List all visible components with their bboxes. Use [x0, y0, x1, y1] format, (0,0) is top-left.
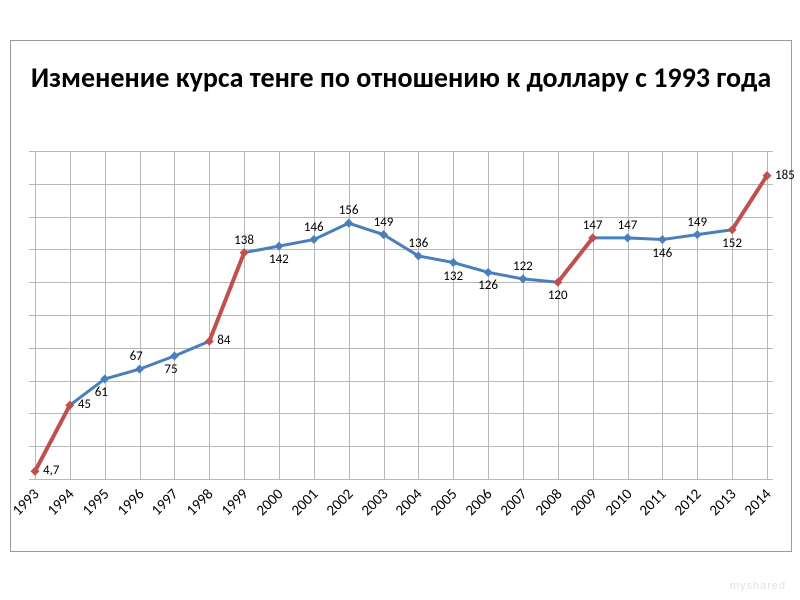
x-axis-tick-label: 2008 — [532, 485, 566, 519]
x-axis-tick-label: 2014 — [741, 485, 775, 519]
x-axis-tick-label: 2013 — [706, 485, 740, 519]
x-axis-tick-label: 2009 — [567, 485, 601, 519]
x-axis-tick-label: 2007 — [497, 485, 531, 519]
x-axis-labels: 1993199419951996199719981999200020012002… — [29, 479, 773, 551]
x-axis-tick-label: 1999 — [218, 485, 252, 519]
data-label: 136 — [408, 236, 428, 251]
data-label: 84 — [217, 333, 230, 348]
x-axis-tick-label: 2012 — [671, 485, 705, 519]
chart-frame: Изменение курса тенге по отношению к дол… — [10, 40, 792, 552]
data-label: 146 — [304, 220, 324, 235]
x-axis-tick-label: 1995 — [79, 485, 113, 519]
x-axis-tick-label: 2001 — [288, 485, 322, 519]
x-axis-tick-label: 1994 — [44, 485, 78, 519]
data-label: 67 — [130, 349, 143, 364]
data-label: 126 — [478, 278, 498, 293]
x-axis-tick-label: 2011 — [636, 485, 670, 519]
x-axis-tick-label: 2002 — [323, 485, 357, 519]
data-label: 75 — [164, 362, 177, 377]
watermark: myshared — [716, 572, 800, 600]
data-label: 4,7 — [43, 463, 59, 478]
x-axis-tick-label: 2005 — [427, 485, 461, 519]
data-label: 146 — [652, 246, 672, 261]
data-label: 122 — [513, 259, 533, 274]
data-label: 149 — [687, 215, 707, 230]
data-label: 138 — [234, 233, 254, 248]
data-label: 142 — [269, 252, 289, 267]
x-axis-tick-label: 2006 — [462, 485, 496, 519]
data-label: 61 — [95, 385, 108, 400]
x-axis-tick-label: 1998 — [183, 485, 217, 519]
viewport: Изменение курса тенге по отношению к дол… — [0, 0, 800, 600]
plot-area: 4,7 45 61 67 75 84 138 142 146 156 149 136 132 126 122… — [29, 151, 773, 479]
data-label: 45 — [78, 397, 91, 412]
x-axis-tick-label: 1996 — [114, 485, 148, 519]
data-label: 149 — [374, 215, 394, 230]
chart-title: Изменение курса тенге по отношению к дол… — [11, 61, 791, 95]
data-label: 132 — [443, 269, 463, 284]
data-label: 147 — [618, 218, 638, 233]
data-label: 147 — [583, 218, 603, 233]
data-label: 185 — [775, 168, 795, 183]
line-series — [29, 151, 773, 479]
x-axis-tick-label: 2004 — [392, 485, 426, 519]
x-axis-tick-label: 2010 — [602, 485, 636, 519]
data-label: 152 — [722, 236, 742, 251]
x-axis-tick-label: 1993 — [9, 485, 43, 519]
data-label: 120 — [548, 288, 568, 303]
x-axis-tick-label: 2000 — [253, 485, 287, 519]
x-axis-tick-label: 2003 — [358, 485, 392, 519]
data-label: 156 — [339, 203, 359, 218]
x-axis-tick-label: 1997 — [148, 485, 182, 519]
